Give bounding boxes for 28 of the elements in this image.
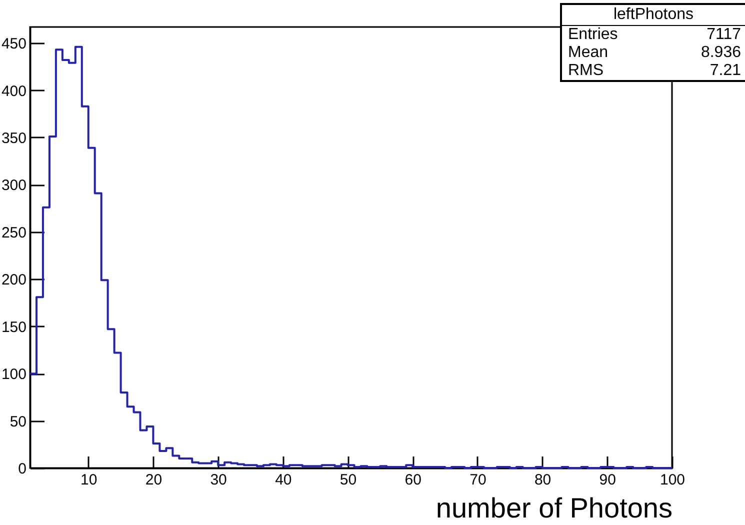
y-tick-label: 200 xyxy=(1,272,26,289)
text: 7.21 xyxy=(710,62,741,80)
x-tick-label: 80 xyxy=(534,472,552,488)
x-axis-title: number of Photons xyxy=(436,492,672,524)
x-tick-label: 50 xyxy=(340,472,357,488)
x-tick-label: 100 xyxy=(660,472,686,488)
x-tick-label: 10 xyxy=(80,472,98,488)
annotation: Entries xyxy=(568,26,618,44)
y-tick-label: 450 xyxy=(1,36,26,53)
x-tick-label: 20 xyxy=(145,472,162,488)
x-tick-label: 30 xyxy=(210,472,227,488)
text: 7117 xyxy=(706,26,741,44)
text: 8.936 xyxy=(700,44,741,62)
y-tick-label: 100 xyxy=(1,366,26,384)
chart-title: leftPhotons xyxy=(562,5,745,26)
x-tick-label: 90 xyxy=(599,472,616,488)
y-tick-label: 250 xyxy=(1,224,26,242)
y-tick-label: 150 xyxy=(1,318,26,336)
y-tick-label: 0 xyxy=(18,460,26,478)
y-tick-label: 50 xyxy=(10,413,26,430)
y-tick-label: 350 xyxy=(1,130,26,147)
x-tick-label: 70 xyxy=(470,472,486,488)
y-tick-label: 400 xyxy=(1,82,26,100)
x-tick-label: 60 xyxy=(404,472,422,488)
annotation: RMS xyxy=(568,62,604,80)
annotation: Mean xyxy=(568,44,608,62)
y-tick-label: 300 xyxy=(1,177,26,194)
x-tick-label: 40 xyxy=(275,472,292,488)
